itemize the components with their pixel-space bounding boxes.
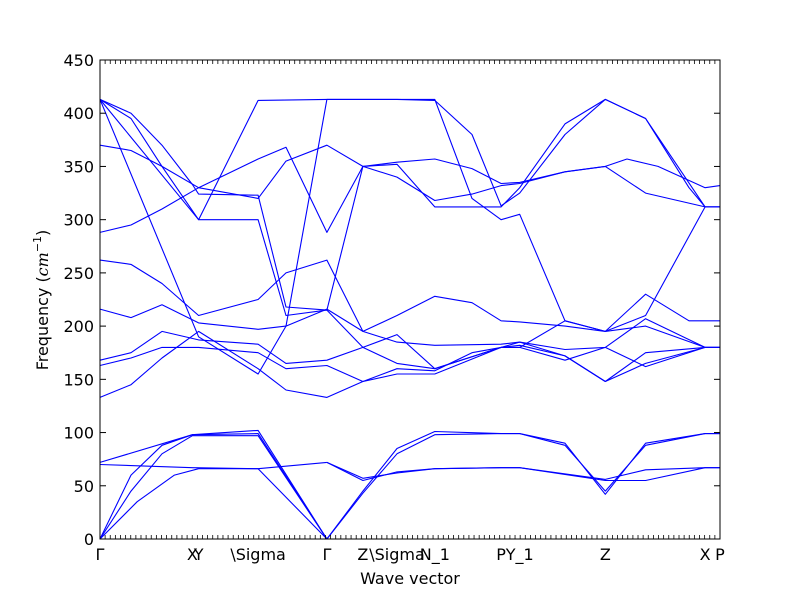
y-tick-label: 350 — [63, 157, 94, 176]
y-tick-label: 0 — [84, 530, 94, 549]
x-axis-label: Wave vector — [360, 569, 460, 588]
phonon-bands — [99, 98, 721, 540]
band-line-5 — [99, 461, 327, 470]
plot-background — [100, 60, 720, 539]
axis-ticks — [99, 59, 721, 540]
x-tick-label: P — [496, 545, 506, 564]
y-tick-label: 250 — [63, 264, 94, 283]
x-tick-label: Γ — [96, 545, 105, 564]
y-tick-label: 200 — [63, 317, 94, 336]
x-tick-label: \Sigma — [369, 545, 425, 564]
band-line-1 — [99, 433, 328, 540]
band-line-13 — [99, 259, 720, 348]
band-line-17 — [99, 330, 720, 398]
band-line-20 — [99, 98, 720, 221]
band-line-9 — [326, 461, 720, 482]
y-axis-label: Frequency (cm−1) — [31, 230, 52, 371]
y-tick-label: 400 — [63, 104, 94, 123]
x-tick-label: Y — [193, 545, 204, 564]
y-tick-label: 100 — [63, 424, 94, 443]
band-line-3 — [99, 468, 328, 540]
y-tick-label: 50 — [74, 477, 94, 496]
x-tick-label: Y_1 — [505, 545, 534, 565]
band-line-19 — [99, 98, 720, 375]
x-tick-label: Z — [600, 545, 611, 564]
x-tick-label: P — [715, 545, 725, 564]
y-tick-labels: 0 50 100 150 200 250 300 350 400 450 — [63, 51, 94, 549]
x-tick-label: N_1 — [420, 545, 450, 565]
y-tick-label: 150 — [63, 370, 94, 389]
band-line-4 — [99, 429, 328, 540]
band-line-2 — [99, 435, 328, 540]
band-line-10 — [99, 98, 720, 370]
y-tick-label: 450 — [63, 51, 94, 70]
x-tick-label: X — [187, 545, 198, 564]
band-line-7 — [326, 433, 720, 540]
x-tick-label: X — [700, 545, 711, 564]
plot-frame — [99, 59, 721, 540]
x-tick-label: Γ — [322, 545, 331, 564]
y-tick-label: 300 — [63, 211, 94, 230]
band-line-12 — [99, 146, 720, 233]
band-line-14 — [99, 304, 720, 351]
x-tick-label: Z — [357, 545, 368, 564]
band-line-16 — [99, 346, 720, 383]
band-line-15 — [99, 330, 720, 383]
x-tick-label: \Sigma — [230, 545, 286, 564]
